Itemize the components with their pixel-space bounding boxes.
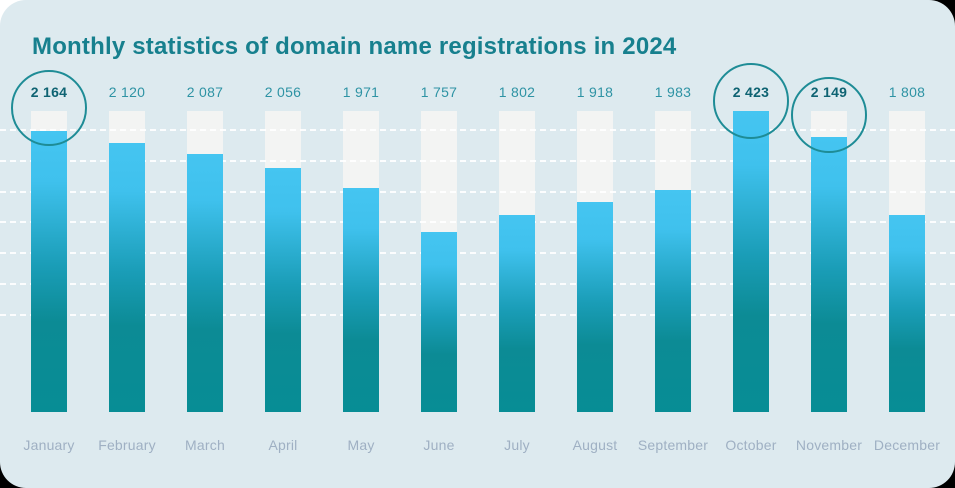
bar-value-label: 2 120 bbox=[108, 84, 146, 100]
bar-month-label: April bbox=[268, 437, 298, 453]
bar-fill bbox=[811, 137, 847, 412]
bar-month-label: November bbox=[795, 437, 863, 453]
bar-fill bbox=[577, 202, 613, 412]
bar-fill bbox=[109, 143, 145, 412]
bar-month-label: August bbox=[572, 437, 618, 453]
gridline bbox=[0, 191, 955, 193]
bar-value-label: 1 757 bbox=[420, 84, 458, 100]
bar-value-label: 2 056 bbox=[264, 84, 302, 100]
bar-value-label: 1 918 bbox=[576, 84, 614, 100]
gridline bbox=[0, 221, 955, 223]
bar-fill bbox=[421, 232, 457, 412]
bar-value-label: 1 983 bbox=[654, 84, 692, 100]
gridline bbox=[0, 283, 955, 285]
gridline bbox=[0, 160, 955, 162]
bar-fill bbox=[655, 190, 691, 412]
gridline bbox=[0, 314, 955, 316]
bar-value-label: 1 808 bbox=[888, 84, 926, 100]
bar-month-label: March bbox=[185, 437, 225, 453]
bar-month-label: October bbox=[725, 437, 777, 453]
bar-month-label: January bbox=[23, 437, 75, 453]
bar-value-label: 1 971 bbox=[342, 84, 380, 100]
gridline bbox=[0, 252, 955, 254]
bar-month-label: February bbox=[98, 437, 156, 453]
bar-fill bbox=[265, 168, 301, 412]
bar-fill bbox=[889, 215, 925, 412]
highlight-circle bbox=[713, 63, 789, 139]
bar-fill bbox=[343, 188, 379, 412]
bar-value-label: 1 802 bbox=[498, 84, 536, 100]
bar-month-label: June bbox=[423, 437, 455, 453]
bar-month-label: December bbox=[873, 437, 941, 453]
bar-fill bbox=[31, 131, 67, 412]
bar-fill bbox=[733, 111, 769, 412]
chart-title: Monthly statistics of domain name regist… bbox=[32, 33, 677, 60]
highlight-circle bbox=[11, 70, 87, 146]
bar-fill bbox=[499, 215, 535, 412]
bar-month-label: July bbox=[504, 437, 530, 453]
bar-month-label: May bbox=[347, 437, 375, 453]
bar-fill bbox=[187, 154, 223, 412]
bar-month-label: September bbox=[637, 437, 709, 453]
bar-value-label: 2 087 bbox=[186, 84, 224, 100]
highlight-circle bbox=[791, 77, 867, 153]
gridline bbox=[0, 129, 955, 131]
